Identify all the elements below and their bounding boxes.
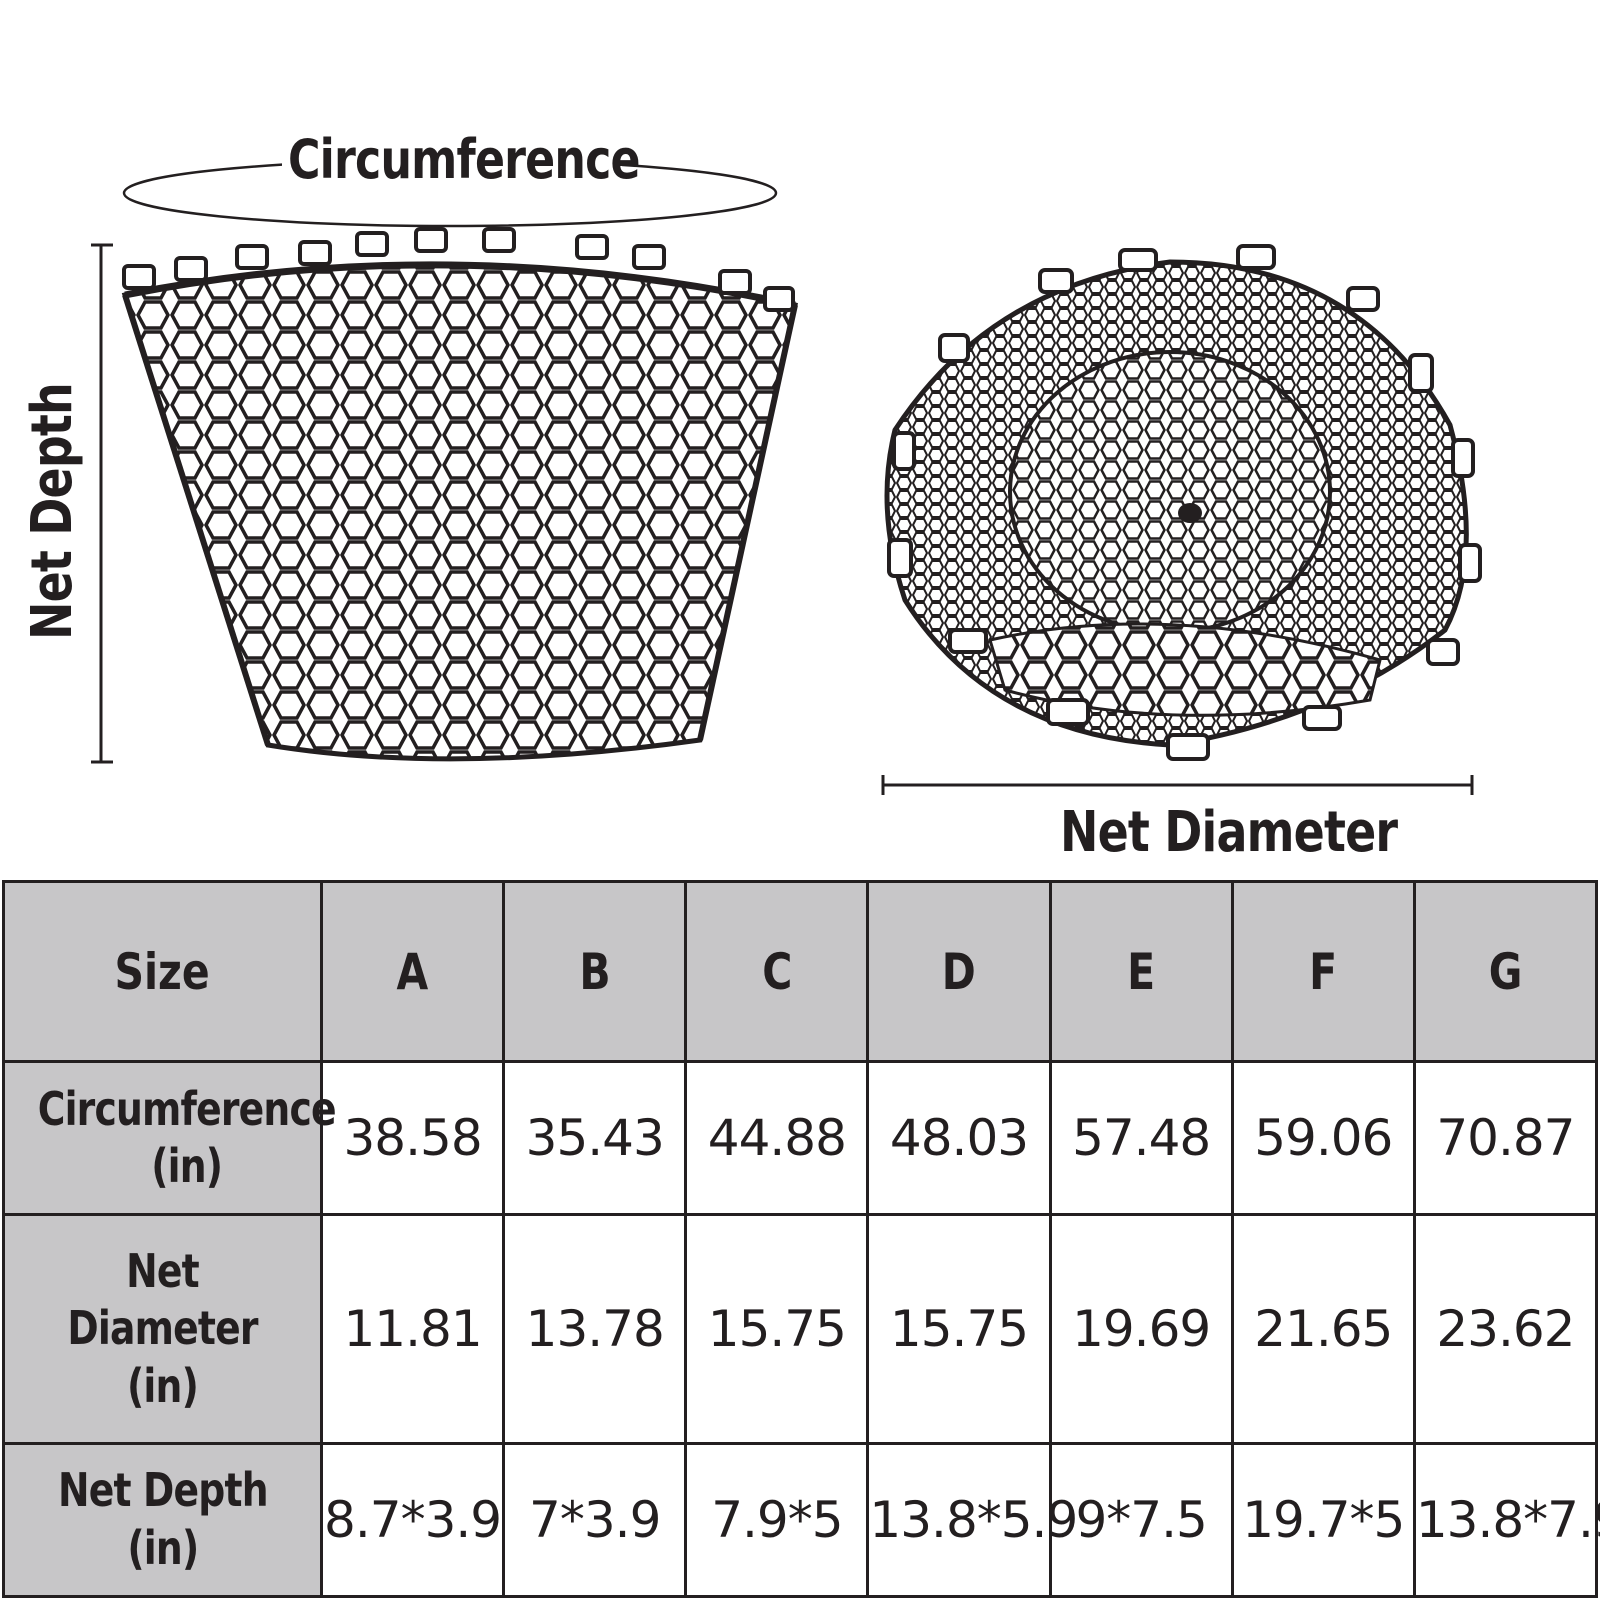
table-cell: 13.78 — [502, 1213, 688, 1445]
header-size-d: D — [866, 880, 1052, 1063]
table-cell: 11.81 — [319, 1213, 506, 1445]
row-label-net-diameter: Net Diameter (in) — [2, 1213, 323, 1445]
table-cell: 57.48 — [1048, 1059, 1234, 1217]
table-cell: 59.06 — [1230, 1059, 1416, 1217]
net-diagram — [91, 150, 1482, 795]
circumference-label: Circumference — [288, 128, 641, 191]
table-cell: 35.43 — [502, 1059, 688, 1217]
table-row-net-depth: Net Depth (in) 8.7*3.9 7*3.9 7.9*5 13.8*5… — [2, 1441, 1600, 1599]
net-diameter-label: Net Diameter — [1060, 800, 1398, 865]
table-header-row: Size A B C D E F G — [2, 880, 1599, 1063]
table-row-net-diameter: Net Diameter (in) 11.81 13.78 15.75 15.75… — [2, 1213, 1599, 1445]
net-depth-dimension-line — [91, 243, 113, 764]
net-depth-label: Net Depth — [20, 383, 85, 640]
circumference-ellipse — [122, 150, 778, 228]
table-cell: 15.75 — [684, 1213, 870, 1445]
table-cell: 19.69 — [1048, 1213, 1234, 1445]
table-cell: 7.9*5 — [684, 1441, 870, 1599]
row-label-circumference: Circumference (in) — [2, 1059, 337, 1217]
net-diameter-dimension-line — [881, 775, 1474, 795]
table-cell: 38.58 — [319, 1059, 506, 1217]
table-cell: 48.03 — [866, 1059, 1052, 1217]
table-cell: 8.7*3.9 — [319, 1441, 506, 1599]
table-cell: 44.88 — [684, 1059, 870, 1217]
table-cell: 13.8*5.9 — [866, 1441, 1078, 1599]
header-size-e: E — [1048, 880, 1234, 1063]
header-size-a: A — [319, 880, 506, 1063]
header-size: Size — [2, 880, 323, 1063]
header-size-c: C — [684, 880, 870, 1063]
table-cell: 13.8*7.9 — [1412, 1441, 1600, 1599]
net-top-view — [884, 244, 1482, 761]
header-size-f: F — [1230, 880, 1416, 1063]
header-size-b: B — [502, 880, 688, 1063]
size-spec-table: Size A B C D E F G Circumference (in) 38.… — [2, 880, 1600, 1599]
table-row-circumference: Circumference (in) 38.58 35.43 44.88 48.0… — [2, 1059, 1599, 1217]
header-size-g: G — [1412, 880, 1599, 1063]
table-cell: 15.75 — [866, 1213, 1052, 1445]
table-cell: 23.62 — [1412, 1213, 1599, 1445]
table-cell: 19.7*5 — [1230, 1441, 1416, 1599]
table-cell: 21.65 — [1230, 1213, 1416, 1445]
table-cell: 7*3.9 — [502, 1441, 688, 1599]
net-side-view — [121, 227, 798, 762]
table-cell: 70.87 — [1412, 1059, 1599, 1217]
row-label-net-depth: Net Depth (in) — [2, 1441, 323, 1599]
table-cell: 9*7.5 — [1048, 1441, 1234, 1599]
